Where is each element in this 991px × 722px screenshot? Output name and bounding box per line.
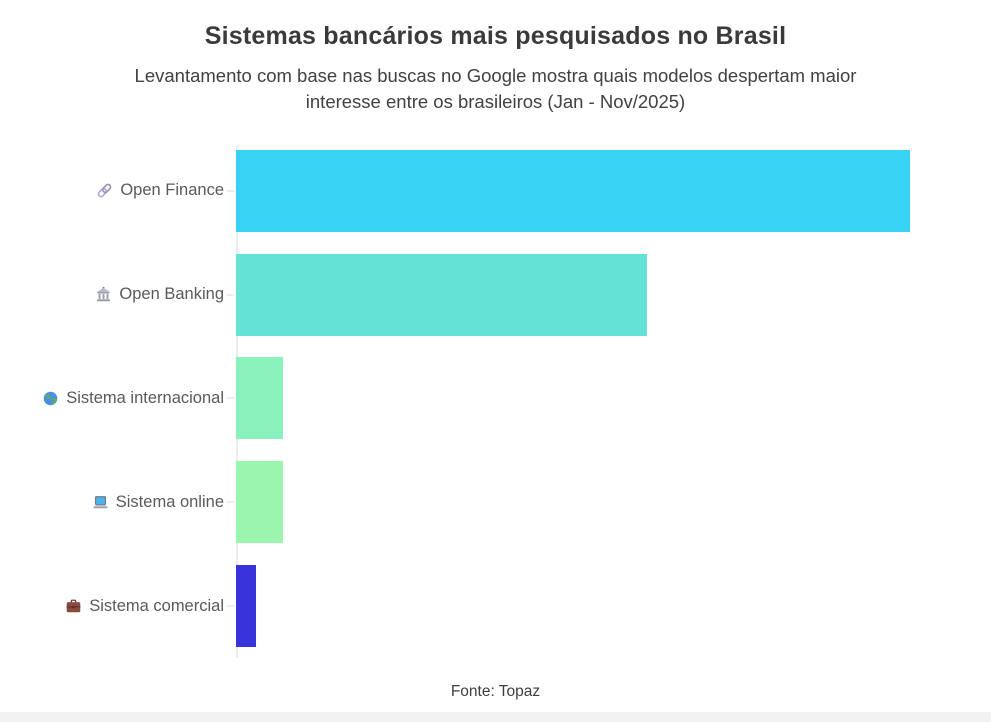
category-label-text: Open Banking <box>119 285 224 304</box>
category-label-text: Sistema online <box>115 492 224 511</box>
chart-row: Open Finance <box>0 139 991 243</box>
category-label-text: Sistema comercial <box>89 596 224 615</box>
chart-title: Sistemas bancários mais pesquisados no B… <box>204 22 787 50</box>
link-icon <box>96 182 113 199</box>
bar-open-banking <box>236 253 647 336</box>
bank-icon <box>95 286 112 303</box>
category-label: Open Finance <box>0 181 224 200</box>
category-label: Sistema comercial <box>0 597 224 616</box>
bottom-edge-strip <box>0 712 991 722</box>
axis-tick-mark <box>227 293 234 296</box>
chart-subtitle-line-2: interesse entre os brasileiros (Jan - No… <box>305 91 686 113</box>
footer-source: Fonte: Topaz <box>450 683 541 700</box>
category-label: Sistema online <box>0 493 224 512</box>
chart-header: Sistemas bancários mais pesquisados no B… <box>0 22 991 116</box>
chart-row: Open Banking <box>0 243 991 347</box>
bar-chart: Open Finance Open Banking Sistema intern… <box>0 139 991 658</box>
axis-tick-mark <box>227 501 234 504</box>
chart-rows: Open Finance Open Banking Sistema intern… <box>0 139 991 658</box>
chart-row: Sistema online <box>0 450 991 554</box>
category-label: Sistema internacional <box>0 389 224 408</box>
briefcase-icon <box>65 598 82 615</box>
axis-tick-mark <box>227 397 234 400</box>
globe-icon <box>42 390 59 407</box>
axis-tick-mark <box>227 605 234 608</box>
bar-sistema-comercial <box>236 565 256 648</box>
category-label-text: Open Finance <box>120 181 224 200</box>
bar-sistema-online <box>236 461 283 544</box>
chart-subtitle-line-1: Levantamento com base nas buscas no Goog… <box>134 65 857 86</box>
bar-sistema-internacional <box>236 357 283 440</box>
category-label-text: Sistema internacional <box>66 388 224 407</box>
chart-row: Sistema internacional <box>0 347 991 451</box>
category-label: Open Banking <box>0 285 224 304</box>
chart-row: Sistema comercial <box>0 554 991 658</box>
bar-open-finance <box>236 149 910 232</box>
laptop-icon <box>92 494 109 511</box>
axis-tick-mark <box>227 189 234 192</box>
